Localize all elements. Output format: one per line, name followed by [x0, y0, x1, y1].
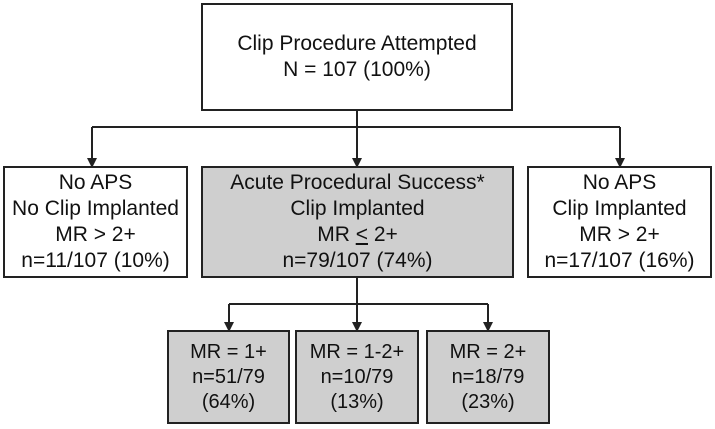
outcome-1-mr: MR = 1+	[190, 340, 267, 363]
outcome-box-mr-2: MR = 2+ n=18/79 (23%)	[426, 330, 550, 424]
outcome-3-mr: MR = 2+	[449, 340, 527, 363]
outcome-2-percent: (13%)	[330, 390, 384, 413]
left-mr-label: MR > 2+	[55, 223, 136, 246]
left-aps-label: No APS	[58, 171, 133, 194]
center-mr-label: MR < 2+	[317, 222, 398, 248]
right-box: No APS Clip Implanted MR > 2+ n=17/107 (…	[527, 166, 712, 278]
left-box: No APS No Clip Implanted MR > 2+ n=11/10…	[3, 166, 188, 278]
center-box: Acute Procedural Success* Clip Implanted…	[201, 166, 514, 278]
center-count: n=79/107 (74%)	[282, 249, 433, 272]
center-clip-label: Clip Implanted	[290, 197, 425, 220]
root-count: N = 107 (100%)	[283, 58, 431, 81]
outcome-box-mr-1-2: MR = 1-2+ n=10/79 (13%)	[295, 330, 419, 424]
center-success-label: Acute Procedural Success*	[230, 171, 485, 194]
right-aps-label: No APS	[582, 171, 657, 194]
outcome-1-count: n=51/79	[192, 365, 265, 388]
left-clip-label: No Clip Implanted	[12, 197, 179, 220]
outcome-2-mr: MR = 1-2+	[309, 340, 405, 363]
right-clip-label: Clip Implanted	[552, 197, 687, 220]
outcome-3-percent: (23%)	[461, 390, 515, 413]
center-mr-prefix: MR	[317, 223, 356, 246]
root-title: Clip Procedure Attempted	[237, 32, 477, 55]
root-box: Clip Procedure Attempted N = 107 (100%)	[201, 3, 513, 111]
outcome-1-percent: (64%)	[201, 390, 256, 413]
right-count: n=17/107 (16%)	[544, 249, 695, 272]
left-count: n=11/107 (10%)	[21, 249, 170, 272]
right-mr-label: MR > 2+	[579, 223, 660, 246]
center-mr-suffix: 2+	[367, 223, 398, 246]
outcome-3-count: n=18/79	[451, 365, 525, 388]
outcome-2-count: n=10/79	[320, 365, 394, 388]
outcome-box-mr-1: MR = 1+ n=51/79 (64%)	[167, 330, 290, 424]
center-mr-le-symbol: <	[355, 223, 368, 246]
